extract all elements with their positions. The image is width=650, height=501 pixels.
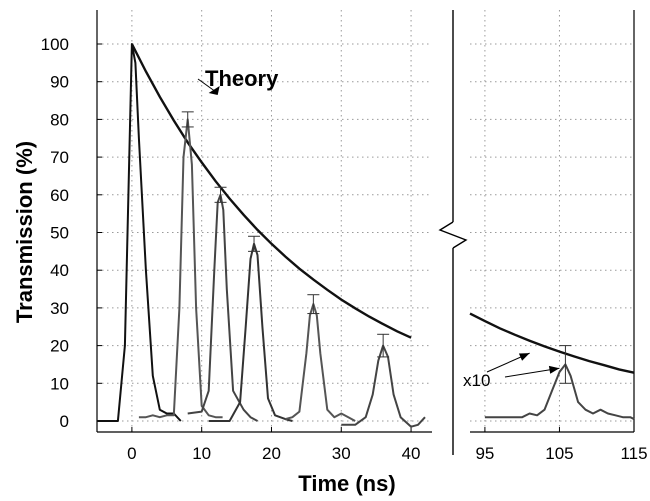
break-zigzag: [438, 221, 468, 249]
x-tick-label: 10: [192, 444, 211, 463]
y-tick-label: 80: [50, 110, 69, 129]
y-tick-label: 90: [50, 73, 69, 92]
y-tick-label: 40: [50, 261, 69, 280]
x-tick-label: 20: [262, 444, 281, 463]
pulse-series-1: [97, 43, 182, 422]
x-tick-label: 40: [402, 444, 421, 463]
y-tick-label: 0: [60, 412, 69, 431]
pulse-series-5: [285, 303, 356, 422]
pulse-series-6: [341, 344, 426, 428]
x10-arrowhead: [518, 353, 530, 361]
x-tick-label: 115: [620, 444, 647, 463]
pulse-series-4: [208, 242, 293, 422]
panel-right: 95 105 115 x10: [463, 10, 648, 463]
axis-break-mark: [438, 10, 468, 455]
x-axis-title: Time (ns): [298, 471, 395, 496]
x10-arrowhead: [548, 365, 560, 374]
x-tick-label: 105: [545, 444, 573, 463]
x-tick-label: 30: [332, 444, 351, 463]
y-tick-label: 100: [41, 35, 69, 54]
theory-arrow: [197, 78, 215, 92]
theory-arrowhead: [208, 86, 220, 96]
y-tick-label: 60: [50, 186, 69, 205]
y-axis-title: Transmission (%): [12, 141, 37, 323]
panel-left: 0 10 20 30 40 50 60 70 80 90 100 0 10 20 30 40 Theory: [41, 10, 432, 463]
pulse-series-7: [484, 363, 635, 420]
y-tick-label: 30: [50, 299, 69, 318]
y-tick-label: 20: [50, 337, 69, 356]
x10-annotation: x10: [463, 371, 490, 390]
x-tick-label: 95: [475, 444, 494, 463]
x-tick-label: 0: [127, 444, 136, 463]
pulse-series-2: [138, 118, 223, 419]
theory-annotation: Theory: [205, 66, 279, 91]
theory-curve-right: [469, 312, 635, 374]
theory-curve-left: [130, 43, 412, 339]
y-tick-label: 70: [50, 148, 69, 167]
y-tick-label: 50: [50, 224, 69, 243]
y-tick-label: 10: [50, 374, 69, 393]
